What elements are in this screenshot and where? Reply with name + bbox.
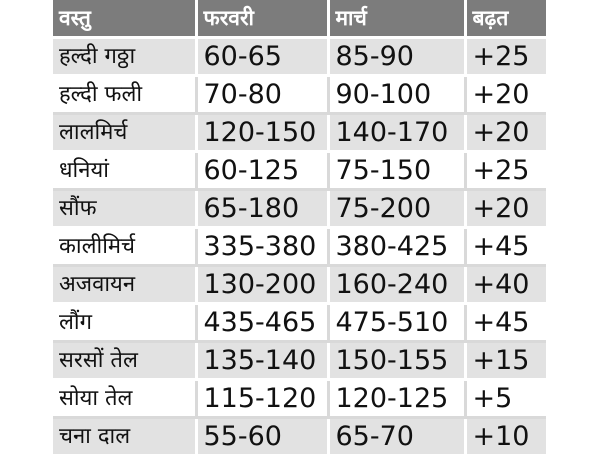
march-cell: 85-90 [328,37,467,77]
february-cell: 335-380 [196,227,330,267]
increase-cell: +20 [465,75,546,115]
february-cell: 60-65 [196,37,330,77]
february-cell: 65-180 [196,189,330,229]
march-cell: 160-240 [328,265,467,305]
increase-cell: +20 [465,113,546,153]
march-cell: 75-150 [328,151,467,191]
march-cell: 120-125 [328,379,467,419]
item-cell: हल्दी फली [53,75,198,115]
table-row: हल्दी गठ्ठा 60-65 85-90 +25 [53,37,546,77]
header-march: मार्च [328,0,467,39]
table-row: कालीमिर्च 335-380 380-425 +45 [53,227,546,267]
item-cell: लौंग [53,303,198,343]
march-cell: 475-510 [328,303,467,343]
table-header-row: वस्तु फरवरी मार्च बढ़त [53,0,546,39]
march-cell: 75-200 [328,189,467,229]
february-cell: 435-465 [196,303,330,343]
item-cell: धनियां [53,151,198,191]
table-row: लालमिर्च 120-150 140-170 +20 [53,113,546,153]
february-cell: 120-150 [196,113,330,153]
february-cell: 60-125 [196,151,330,191]
february-cell: 135-140 [196,341,330,381]
february-cell: 115-120 [196,379,330,419]
increase-cell: +45 [465,303,546,343]
table-row: सरसों तेल 135-140 150-155 +15 [53,341,546,381]
item-cell: हल्दी गठ्ठा [53,37,198,77]
table-row: सौंफ 65-180 75-200 +20 [53,189,546,229]
march-cell: 140-170 [328,113,467,153]
increase-cell: +10 [465,417,546,457]
march-cell: 380-425 [328,227,467,267]
item-cell: कालीमिर्च [53,227,198,267]
increase-cell: +20 [465,189,546,229]
table-row: अजवायन 130-200 160-240 +40 [53,265,546,305]
header-increase: बढ़त [465,0,546,39]
header-item: वस्तु [53,0,198,39]
increase-cell: +25 [465,37,546,77]
price-comparison-table: वस्तु फरवरी मार्च बढ़त हल्दी गठ्ठा 60-65 8… [53,0,546,457]
item-cell: अजवायन [53,265,198,305]
table-body: हल्दी गठ्ठा 60-65 85-90 +25 हल्दी फली 70-80 90… [53,37,546,457]
increase-cell: +15 [465,341,546,381]
item-cell: सौंफ [53,189,198,229]
table-row: सोया तेल 115-120 120-125 +5 [53,379,546,419]
table-row: लौंग 435-465 475-510 +45 [53,303,546,343]
item-cell: सरसों तेल [53,341,198,381]
march-cell: 90-100 [328,75,467,115]
item-cell: सोया तेल [53,379,198,419]
february-cell: 130-200 [196,265,330,305]
february-cell: 70-80 [196,75,330,115]
table-row: धनियां 60-125 75-150 +25 [53,151,546,191]
increase-cell: +25 [465,151,546,191]
increase-cell: +45 [465,227,546,267]
increase-cell: +5 [465,379,546,419]
increase-cell: +40 [465,265,546,305]
march-cell: 150-155 [328,341,467,381]
item-cell: लालमिर्च [53,113,198,153]
price-table-container: वस्तु फरवरी मार्च बढ़त हल्दी गठ्ठा 60-65 8… [53,0,546,457]
table-row: हल्दी फली 70-80 90-100 +20 [53,75,546,115]
header-february: फरवरी [196,0,330,39]
